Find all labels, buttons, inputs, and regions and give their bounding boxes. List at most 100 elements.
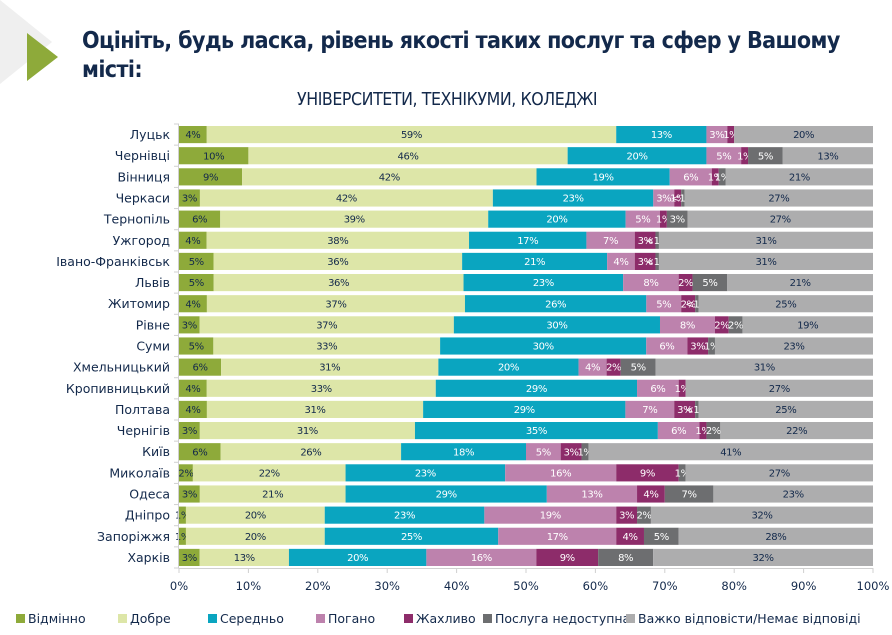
data-label: 2%	[706, 426, 721, 437]
data-label: 3%	[182, 320, 197, 331]
data-label: 3%	[709, 130, 724, 141]
chart-title: УНІВЕРСИТЕТИ, ТЕХНІКУМИ, КОЛЕДЖІ	[297, 89, 598, 110]
data-label: 1%	[656, 215, 671, 226]
legend-item: Послуга недоступна	[483, 611, 630, 626]
category-label: Львів	[135, 275, 170, 290]
data-label: 27%	[770, 215, 791, 226]
bar-segment	[536, 548, 599, 566]
data-label: <1%	[685, 299, 708, 310]
legend-swatch-icon	[16, 614, 25, 623]
data-label: 20%	[347, 553, 368, 564]
data-label: 3%	[656, 194, 671, 205]
bar-segment	[179, 252, 214, 270]
data-label: <1%	[671, 194, 694, 205]
bar-segment	[646, 337, 688, 355]
bar-segment	[179, 316, 200, 334]
legend-swatch-icon	[404, 614, 413, 623]
data-label: 6%	[659, 342, 674, 353]
bar-segment	[598, 548, 654, 566]
data-label: 8%	[643, 278, 658, 289]
bar-segment	[179, 358, 222, 376]
bar-segment	[199, 422, 415, 440]
bar-segment	[536, 168, 670, 186]
bar-segment	[324, 506, 485, 524]
category-label: Суми	[136, 339, 170, 354]
x-tick-label: 30%	[374, 579, 400, 593]
bar-segment	[698, 295, 873, 313]
data-label: 16%	[550, 468, 571, 479]
bar-segment	[220, 443, 402, 461]
data-label: 39%	[344, 215, 365, 226]
data-label: 27%	[769, 468, 790, 479]
data-label: 42%	[379, 172, 400, 183]
bar-segment	[179, 210, 221, 228]
data-label: 8%	[680, 320, 695, 331]
bar-segment	[653, 189, 675, 207]
category-label: Чернігів	[117, 423, 170, 438]
data-label: 4%	[185, 384, 200, 395]
bar-segment	[674, 189, 682, 207]
bar-segment	[706, 147, 742, 165]
bar-segment	[659, 316, 715, 334]
bar-segment	[505, 464, 617, 482]
data-label: 18%	[453, 447, 474, 458]
data-label: 30%	[533, 342, 554, 353]
data-label: 7%	[682, 490, 697, 501]
bar-segment	[463, 274, 624, 292]
bar-segment	[179, 400, 207, 418]
data-label: 9%	[203, 172, 218, 183]
bar-segment	[607, 252, 635, 270]
data-label: 31%	[304, 405, 325, 416]
data-label: 19%	[797, 320, 818, 331]
data-label: 2%	[678, 278, 693, 289]
data-label: 2%	[728, 320, 743, 331]
bar-segment	[725, 168, 873, 186]
category-label: Черкаси	[116, 191, 170, 206]
data-label: 6%	[650, 384, 665, 395]
bar-segment	[324, 527, 499, 545]
bar-segment	[560, 443, 582, 461]
data-label: 29%	[436, 490, 457, 501]
bar-segment	[498, 527, 617, 545]
bar-segment	[179, 443, 221, 461]
bar-segment	[206, 400, 424, 418]
bar-segment	[426, 548, 537, 566]
bar-segment	[678, 274, 693, 292]
data-label: 22%	[786, 426, 807, 437]
data-label: 1%	[675, 468, 690, 479]
bar-segment	[185, 506, 325, 524]
bar-segment	[179, 422, 200, 440]
data-label: 23%	[783, 490, 804, 501]
bar-segment	[206, 379, 436, 397]
legend-item: Середньо	[208, 611, 284, 626]
legend-swatch-icon	[626, 614, 635, 623]
bar-segment	[179, 379, 207, 397]
bar-segment	[179, 231, 207, 249]
bar-segment	[695, 400, 699, 418]
data-label: 13%	[234, 553, 255, 564]
bar-segment	[711, 168, 719, 186]
data-label: 7%	[603, 236, 618, 247]
data-label: 7%	[642, 405, 657, 416]
data-label: 5%	[635, 215, 650, 226]
data-label: 59%	[401, 130, 422, 141]
bar-segment	[681, 295, 696, 313]
category-label: Одеса	[129, 487, 170, 502]
data-label: 29%	[514, 405, 535, 416]
bar-segment	[634, 252, 656, 270]
bar-segment	[643, 527, 679, 545]
legend-swatch-icon	[483, 614, 492, 623]
bar-segment	[699, 422, 707, 440]
data-label: 20%	[498, 363, 519, 374]
bar-segment	[179, 126, 207, 144]
bar-segment	[179, 189, 200, 207]
data-label: 5%	[536, 447, 551, 458]
data-label: 9%	[640, 468, 655, 479]
category-label: Харків	[127, 550, 170, 565]
bar-segment	[581, 443, 589, 461]
category-label: Дніпро	[125, 508, 170, 523]
data-label: 33%	[311, 384, 332, 395]
data-label: 38%	[327, 236, 348, 247]
bar-segment	[681, 189, 685, 207]
x-tick-label: 60%	[583, 579, 609, 593]
